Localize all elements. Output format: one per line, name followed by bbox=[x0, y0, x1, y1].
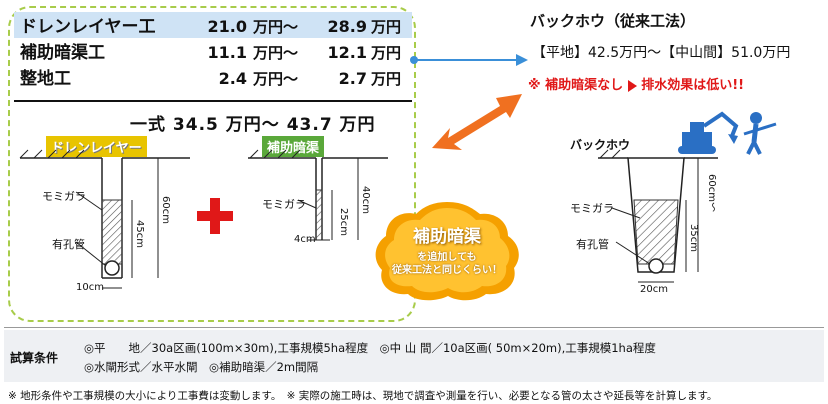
aux-drain-chaff-label: モミガラ bbox=[262, 198, 306, 211]
right-arrow-icon bbox=[627, 79, 637, 92]
backhoe-diagram-title: バックホウ bbox=[570, 138, 631, 152]
cost-panel bbox=[8, 6, 416, 322]
cost-divider bbox=[14, 100, 412, 102]
conditions-line-1: ◎平 地／30a区画(100m×30m),工事規模5ha程度 ◎中 山 間／10… bbox=[84, 341, 656, 355]
backhoe-pipe-label: 有孔管 bbox=[576, 238, 609, 251]
conditions-label: 試算条件 bbox=[10, 351, 59, 365]
plus-icon bbox=[197, 198, 233, 234]
backhoe-width-dim: 20cm bbox=[640, 284, 668, 295]
backhoe-title: バックホウ（従来工法） bbox=[530, 12, 696, 30]
drain-layer-chaff-label: モミガラ bbox=[42, 190, 86, 203]
double-arrow-icon bbox=[432, 94, 522, 150]
backhoe-cost: 【平地】42.5万円～【中山間】51.0万円 bbox=[532, 45, 791, 61]
backhoe-chaff-label: モミガラ bbox=[570, 202, 614, 215]
conditions-box bbox=[4, 330, 824, 382]
cost-row-aux-drain: 補助暗渠工 11.1 万円～ 12.1 万円 bbox=[20, 43, 402, 63]
backhoe-depth-dim: 60cm～ bbox=[706, 174, 717, 212]
bubble-text: 補助暗渠 を追加しても 従来工法と同じくらい！ bbox=[392, 227, 502, 276]
footnote: ※ 地形条件や工事規模の大小により工事費は変動します。 ※ 実際の施工時は、現地… bbox=[8, 390, 718, 402]
backhoe-note: ※ 補助暗渠なし 排水効果は低い!! bbox=[528, 78, 745, 93]
drain-layer-section-diagram bbox=[19, 149, 190, 289]
aux-drain-section-diagram bbox=[248, 149, 388, 241]
conditions-line-2: ◎水閘形式／水平水閘 ◎補助暗渠／2m間隔 bbox=[84, 360, 319, 374]
drain-layer-pipe-label: 有孔管 bbox=[52, 238, 85, 251]
cost-table: ドレンレイヤー工 21.0 万円～ 28.9 万円 補助暗渠工 11.1 万円～… bbox=[14, 12, 412, 90]
cost-row-drain-layer: ドレンレイヤー工 21.0 万円～ 28.9 万円 bbox=[14, 12, 412, 38]
aux-drain-title: 補助暗渠 bbox=[262, 136, 325, 157]
aux-drain-width-dim: 4cm bbox=[294, 234, 316, 245]
excavator-worker-icon bbox=[678, 111, 777, 155]
drain-layer-width-dim: 10cm bbox=[76, 282, 104, 293]
conditions-divider bbox=[4, 327, 824, 328]
cost-total: 一式 34.5 万円～ 43.7 万円 bbox=[130, 115, 376, 135]
drain-layer-title: ドレンレイヤー bbox=[46, 136, 147, 157]
drain-layer-depth-dim: 60cm bbox=[160, 196, 171, 224]
cost-row-leveling: 整地工 2.4 万円～ 2.7 万円 bbox=[20, 69, 402, 89]
backhoe-section-diagram bbox=[598, 149, 718, 283]
backhoe-fill-dim: 35cm bbox=[688, 224, 699, 252]
bubble-burst-icon bbox=[375, 202, 519, 301]
drain-layer-fill-dim: 45cm bbox=[134, 220, 145, 248]
aux-drain-depth-dim: 40cm bbox=[360, 186, 371, 214]
aux-drain-fill-dim: 25cm bbox=[338, 208, 349, 236]
blue-arrow-icon bbox=[410, 54, 528, 66]
